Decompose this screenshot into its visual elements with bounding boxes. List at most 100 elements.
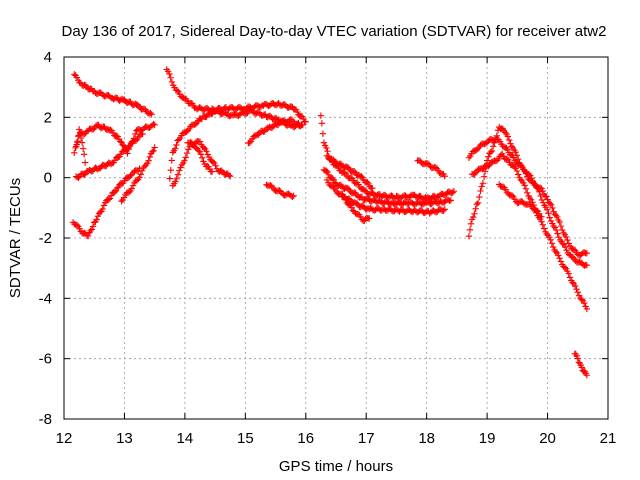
y-tick-label: 0 — [44, 170, 52, 187]
data-point — [470, 213, 477, 221]
data-point — [544, 196, 551, 203]
chart-title: Day 136 of 2017, Sidereal Day-to-day VTE… — [62, 23, 607, 40]
series-arc-n — [320, 166, 455, 208]
data-point — [358, 193, 366, 201]
y-tick-label: -6 — [39, 351, 52, 368]
data-point — [552, 226, 560, 234]
data-point — [212, 162, 219, 169]
data-point — [504, 146, 511, 153]
data-point — [358, 173, 365, 180]
data-point — [172, 178, 179, 185]
data-point — [548, 240, 556, 247]
axis-ticks: 12 13 14 15 16 17 18 19 20 21 -8 -6 -4 -2 0 2 4 — [39, 49, 617, 447]
data-point — [441, 172, 448, 180]
data-point — [539, 187, 546, 195]
data-point — [583, 261, 591, 269]
data-point — [175, 136, 183, 143]
data-point — [323, 167, 330, 174]
data-point — [479, 180, 487, 187]
data-point — [225, 172, 233, 179]
data-point — [556, 218, 563, 226]
data-point — [183, 149, 191, 157]
data-point — [564, 236, 571, 244]
data-point — [72, 144, 79, 152]
data-point — [514, 171, 522, 178]
data-point — [346, 201, 353, 208]
data-point — [136, 174, 143, 181]
data-point — [521, 182, 528, 189]
y-tick-label: -4 — [39, 290, 52, 307]
x-tick-label: 15 — [237, 430, 254, 447]
series-arc-r — [323, 152, 376, 192]
data-point — [450, 188, 458, 195]
data-point — [182, 154, 189, 161]
data-point — [167, 74, 174, 81]
data-point — [581, 299, 588, 307]
data-point — [168, 157, 175, 164]
data-point — [317, 112, 325, 119]
data-point — [290, 192, 297, 199]
data-point — [167, 166, 174, 174]
data-point — [440, 207, 447, 214]
series-arc-a — [71, 71, 155, 118]
series-arc-m — [317, 112, 458, 203]
data-point — [200, 144, 208, 152]
x-tick-label: 17 — [358, 430, 375, 447]
data-point — [150, 147, 157, 155]
data-point — [105, 196, 112, 203]
data-point — [546, 214, 553, 221]
data-point — [556, 254, 563, 262]
data-point — [537, 192, 544, 200]
data-point — [478, 183, 485, 190]
data-point — [522, 185, 530, 193]
data-point — [88, 226, 96, 233]
data-point — [578, 296, 585, 303]
data-point — [512, 165, 519, 172]
data-point — [150, 120, 157, 128]
data-point — [344, 185, 352, 192]
series-arc-i — [169, 137, 234, 189]
data-point — [573, 285, 580, 293]
x-tick-label: 13 — [116, 430, 133, 447]
data-point — [174, 171, 182, 178]
x-tick-label: 12 — [56, 430, 73, 447]
data-point — [176, 167, 183, 174]
data-point — [128, 185, 135, 192]
data-point — [113, 132, 120, 140]
data-point — [268, 124, 276, 132]
data-point — [77, 134, 85, 142]
data-point — [138, 167, 146, 174]
data-point — [99, 205, 106, 213]
data-point — [168, 78, 176, 86]
data-point — [118, 197, 125, 205]
data-point — [81, 171, 88, 178]
series-arc-d — [69, 165, 143, 240]
data-point — [145, 157, 152, 164]
data-point — [574, 288, 581, 296]
data-point — [489, 143, 497, 150]
data-point — [72, 143, 80, 150]
data-point — [111, 188, 118, 196]
data-point — [583, 249, 591, 257]
data-point — [369, 185, 376, 192]
series-arc-e — [118, 144, 158, 205]
data-point — [465, 232, 473, 240]
data-point — [129, 182, 137, 189]
data-point — [294, 108, 301, 116]
data-point — [177, 164, 184, 171]
data-point — [513, 167, 521, 175]
data-point — [173, 175, 180, 182]
y-axis-label: SDTVAR / TECUs — [7, 178, 24, 298]
data-point — [534, 185, 542, 192]
data-point — [552, 248, 559, 255]
data-point — [146, 153, 154, 161]
series-arc-k — [245, 116, 303, 147]
data-point — [559, 240, 566, 247]
series-arc-l — [263, 181, 297, 200]
data-point — [547, 201, 555, 209]
data-point — [192, 120, 199, 128]
data-point — [473, 201, 481, 208]
data-point — [149, 148, 156, 156]
data-point — [538, 213, 545, 221]
